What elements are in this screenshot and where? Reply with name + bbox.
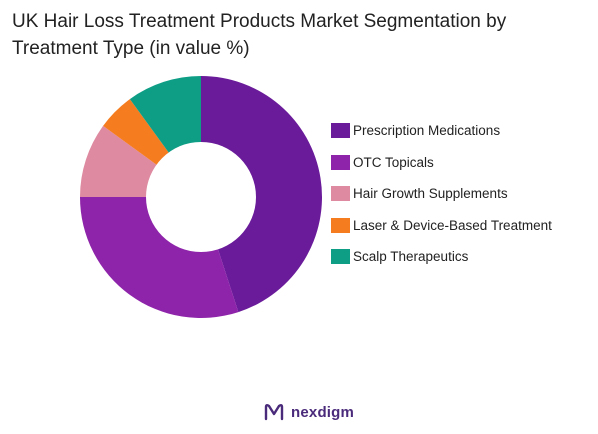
legend-label: Laser & Device-Based Treatment [353,217,552,233]
legend-label: Scalp Therapeutics [353,249,469,265]
legend-item-4: Laser & Device-Based Treatment [331,210,552,242]
legend-item-2: OTC Topicals [331,147,552,179]
donut-hole [146,142,256,252]
legend-swatch [331,123,350,139]
legend-label: Hair Growth Supplements [353,186,508,202]
legend-swatch [331,217,350,233]
legend-item-1: Prescription Medications [331,115,552,147]
legend-swatch [331,154,350,170]
nexdigm-logo-icon [264,404,284,421]
donut-slice-1 [201,76,322,313]
legend-item-5: Scalp Therapeutics [331,241,552,273]
chart-title: UK Hair Loss Treatment Products Market S… [12,11,507,59]
brand-name: nexdigm [291,403,355,421]
legend-label: Prescription Medications [353,123,501,139]
legend-swatch [331,249,350,265]
legend-label: OTC Topicals [353,154,434,170]
legend-swatch [331,186,350,202]
chart-legend: Prescription Medications OTC Topicals Hair… [331,115,552,273]
legend-item-3: Hair Growth Supplements [331,178,552,210]
brand-logo: nexdigm [263,402,354,422]
